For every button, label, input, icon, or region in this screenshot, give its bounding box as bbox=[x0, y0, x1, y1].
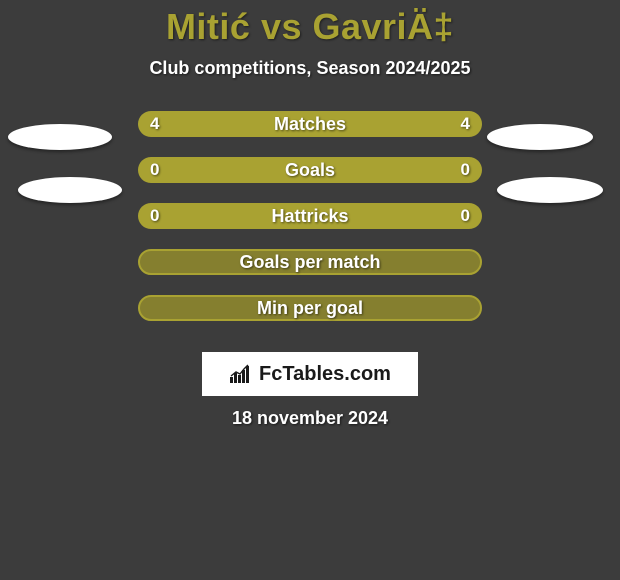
stat-value-left: 0 bbox=[150, 157, 159, 183]
stat-value-right: 4 bbox=[461, 111, 470, 137]
stat-value-right: 0 bbox=[461, 157, 470, 183]
logo-text: FcTables.com bbox=[259, 363, 391, 386]
avatar-left2 bbox=[18, 177, 122, 203]
stat-row: Hattricks 0 0 bbox=[0, 203, 620, 249]
stat-bar: Goals per match bbox=[138, 249, 482, 275]
stat-label: Matches bbox=[274, 114, 346, 135]
stat-bar: Min per goal bbox=[138, 295, 482, 321]
stat-label: Goals per match bbox=[239, 252, 380, 273]
stat-label: Hattricks bbox=[271, 206, 348, 227]
stat-bar: Goals bbox=[138, 157, 482, 183]
stat-bar: Matches bbox=[138, 111, 482, 137]
stat-value-left: 0 bbox=[150, 203, 159, 229]
page-subtitle: Club competitions, Season 2024/2025 bbox=[0, 58, 620, 79]
avatar-right2 bbox=[497, 177, 603, 203]
logo-box: FcTables.com bbox=[202, 352, 418, 396]
stat-bar: Hattricks bbox=[138, 203, 482, 229]
stat-value-left: 4 bbox=[150, 111, 159, 137]
avatar-right1 bbox=[487, 124, 593, 150]
stat-row: Goals per match bbox=[0, 249, 620, 295]
stat-value-right: 0 bbox=[461, 203, 470, 229]
avatar-left1 bbox=[8, 124, 112, 150]
stat-label: Min per goal bbox=[257, 298, 363, 319]
comparison-card: Mitić vs GavriÄ‡ Club competitions, Seas… bbox=[0, 0, 620, 580]
stat-label: Goals bbox=[285, 160, 335, 181]
chart-bars-icon bbox=[229, 364, 253, 384]
stat-row: Min per goal bbox=[0, 295, 620, 341]
date-label: 18 november 2024 bbox=[0, 408, 620, 429]
page-title: Mitić vs GavriÄ‡ bbox=[0, 0, 620, 48]
